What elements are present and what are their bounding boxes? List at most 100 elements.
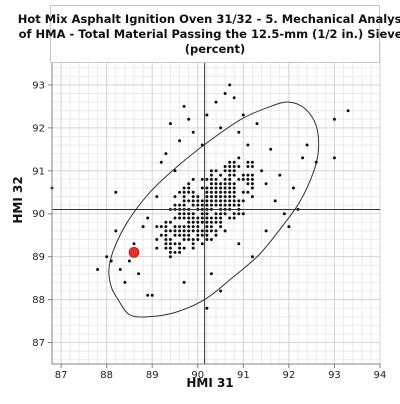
x-tick-label: 91: [237, 370, 250, 381]
data-point: [178, 212, 182, 216]
data-point: [209, 173, 213, 177]
data-point: [182, 195, 186, 199]
data-point: [178, 242, 182, 246]
data-point: [219, 173, 223, 177]
data-point: [332, 117, 336, 121]
mean-lines: [52, 42, 380, 364]
data-point: [219, 126, 223, 130]
data-point: [228, 182, 232, 186]
data-point: [182, 203, 186, 207]
confidence-ellipse-group: [108, 101, 320, 318]
data-point: [200, 186, 204, 190]
data-point: [178, 190, 182, 194]
data-point: [168, 122, 172, 126]
data-point: [155, 195, 159, 199]
data-point: [209, 195, 213, 199]
data-point: [214, 216, 218, 220]
data-point: [127, 259, 131, 263]
data-point: [205, 195, 209, 199]
data-point: [150, 293, 154, 297]
data-point: [200, 233, 204, 237]
data-point: [187, 199, 191, 203]
x-tick-label: 87: [55, 370, 68, 381]
data-point: [168, 246, 172, 250]
data-point: [228, 83, 232, 87]
data-point: [187, 225, 191, 229]
y-tick-label: 88: [32, 295, 45, 306]
data-point: [164, 233, 168, 237]
data-point: [314, 160, 318, 164]
data-point: [214, 229, 218, 233]
data-point: [146, 216, 150, 220]
data-point: [173, 195, 177, 199]
data-point: [228, 165, 232, 168]
grid: [51, 41, 381, 364]
data-point: [187, 190, 191, 194]
data-point: [187, 229, 191, 233]
data-point: [223, 186, 227, 190]
data-point: [209, 203, 213, 207]
y-axis-label: HMI 32: [11, 176, 25, 223]
data-point: [105, 255, 109, 259]
data-point: [241, 212, 245, 216]
data-point: [164, 225, 168, 229]
data-point: [200, 242, 204, 246]
data-point: [269, 147, 273, 151]
data-point: [232, 96, 236, 100]
data-point: [250, 165, 254, 168]
data-point: [164, 229, 168, 233]
data-point: [191, 246, 195, 250]
data-point: [191, 199, 195, 203]
data-point: [196, 216, 200, 220]
data-point: [191, 130, 195, 134]
y-tick-label: 87: [32, 338, 45, 349]
data-point: [223, 190, 227, 194]
data-point: [173, 250, 177, 254]
data-point: [232, 203, 236, 207]
data-point: [168, 250, 172, 254]
confidence-ellipse: [108, 101, 320, 318]
data-point: [200, 177, 204, 181]
data-point: [209, 216, 213, 220]
data-point: [178, 229, 182, 233]
x-tick-label: 93: [328, 370, 341, 381]
data-point: [173, 203, 177, 207]
data-point: [196, 233, 200, 237]
data-point: [205, 220, 209, 224]
data-point: [246, 182, 250, 186]
data-point: [200, 199, 204, 203]
data-point: [237, 242, 241, 246]
data-point: [219, 186, 223, 190]
data-point: [232, 165, 236, 168]
data-point: [214, 212, 218, 216]
data-point: [232, 216, 236, 220]
data-point: [182, 186, 186, 190]
data-point: [228, 190, 232, 194]
data-point: [205, 225, 209, 229]
data-point: [159, 160, 163, 164]
data-point: [219, 199, 223, 203]
data-point: [228, 173, 232, 177]
data-point: [237, 156, 241, 160]
data-point: [178, 216, 182, 220]
data-point: [182, 233, 186, 237]
data-point: [255, 122, 259, 126]
data-point: [219, 195, 223, 199]
x-tick-label: 94: [374, 370, 387, 381]
data-point: [237, 130, 241, 134]
data-point: [223, 199, 227, 203]
data-point: [137, 272, 141, 276]
data-point: [246, 190, 250, 194]
data-point: [209, 225, 213, 229]
data-point: [250, 177, 254, 181]
data-point: [205, 113, 209, 117]
data-point: [159, 233, 163, 237]
highlight-group: [128, 246, 140, 258]
data-point: [200, 143, 204, 147]
data-point: [223, 229, 227, 233]
data-point: [205, 199, 209, 203]
data-point: [223, 169, 227, 173]
data-point: [182, 199, 186, 203]
data-point: [173, 233, 177, 237]
x-tick-label: 89: [146, 370, 159, 381]
